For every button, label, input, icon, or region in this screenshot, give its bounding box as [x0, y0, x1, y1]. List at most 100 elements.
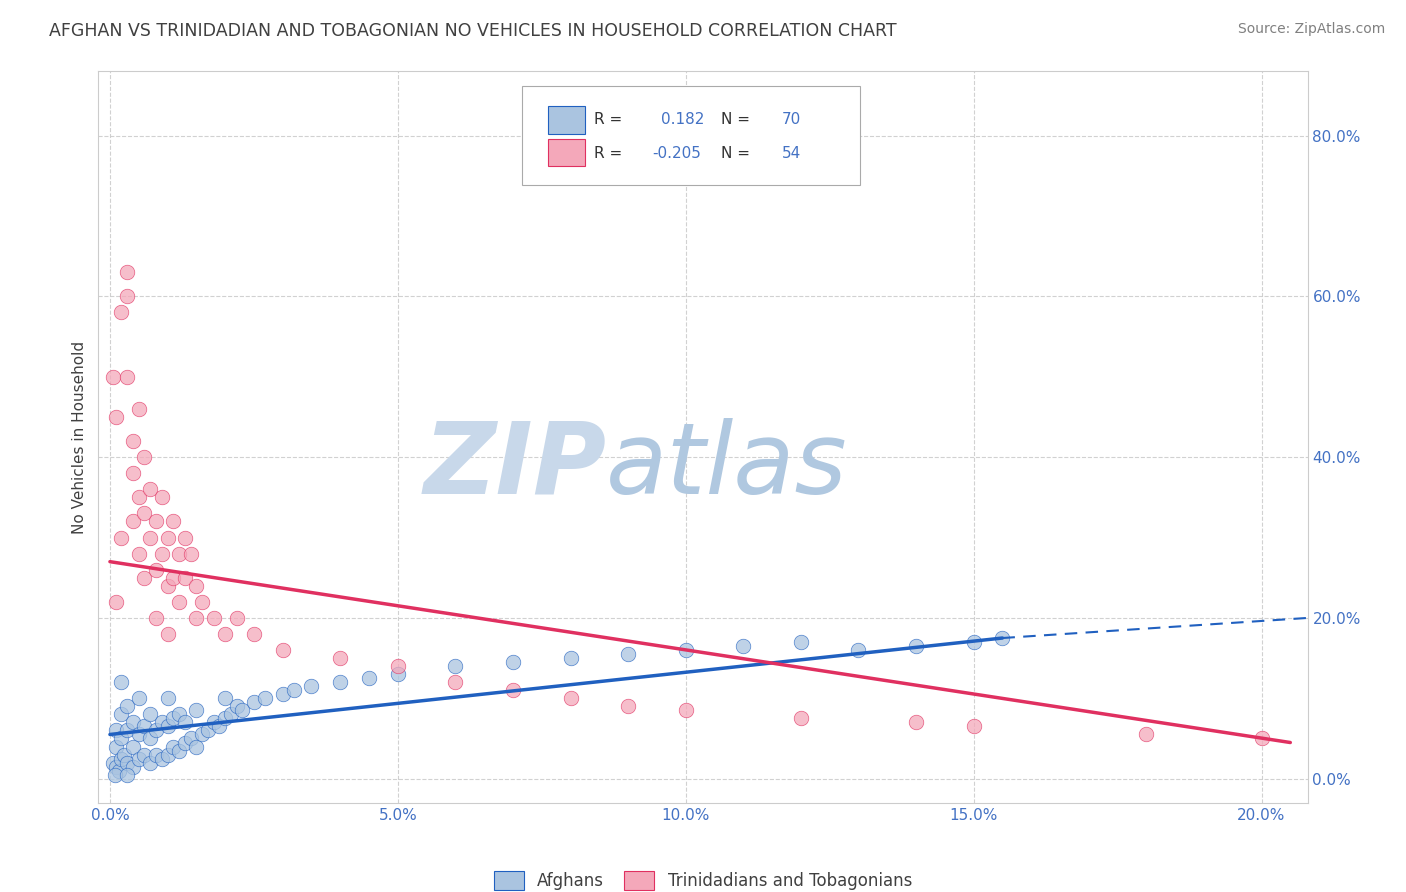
Text: 0.182: 0.182	[661, 112, 704, 128]
Point	[110, 305, 132, 319]
Point	[134, 747, 156, 762]
Point	[231, 703, 253, 717]
Point	[139, 483, 162, 497]
Point	[134, 507, 156, 521]
Text: N =: N =	[721, 145, 751, 161]
Point	[128, 491, 150, 505]
Point	[991, 631, 1014, 645]
Point	[675, 643, 697, 657]
Point	[104, 723, 127, 738]
Point	[162, 571, 184, 585]
Point	[139, 756, 162, 770]
Point	[905, 639, 928, 653]
Point	[122, 759, 145, 773]
Point	[301, 679, 323, 693]
Point	[145, 563, 167, 577]
Point	[180, 731, 202, 746]
Point	[202, 611, 225, 625]
Point	[560, 651, 582, 665]
Point	[104, 409, 127, 424]
Point	[156, 531, 179, 545]
Point	[191, 595, 214, 609]
Point	[617, 699, 640, 714]
Point	[150, 491, 173, 505]
Point	[122, 739, 145, 754]
Point	[110, 675, 132, 690]
Point	[1250, 731, 1272, 746]
Point	[150, 547, 173, 561]
Point	[219, 707, 242, 722]
Y-axis label: No Vehicles in Household: No Vehicles in Household	[72, 341, 87, 533]
Point	[675, 703, 697, 717]
Point	[122, 467, 145, 481]
Point	[156, 747, 179, 762]
Point	[103, 767, 125, 781]
Point	[444, 675, 467, 690]
Point	[145, 515, 167, 529]
Point	[387, 659, 409, 673]
Point	[104, 595, 127, 609]
FancyBboxPatch shape	[522, 86, 860, 185]
Point	[225, 611, 247, 625]
Point	[128, 547, 150, 561]
Point	[110, 751, 132, 765]
Point	[905, 715, 928, 730]
Point	[173, 735, 195, 749]
Point	[112, 747, 135, 762]
FancyBboxPatch shape	[548, 106, 585, 134]
Point	[202, 715, 225, 730]
Point	[107, 764, 129, 778]
Text: AFGHAN VS TRINIDADIAN AND TOBAGONIAN NO VEHICLES IN HOUSEHOLD CORRELATION CHART: AFGHAN VS TRINIDADIAN AND TOBAGONIAN NO …	[49, 22, 897, 40]
Point	[156, 579, 179, 593]
Point	[962, 635, 984, 649]
Point	[134, 450, 156, 465]
Text: ZIP: ZIP	[423, 417, 606, 515]
Point	[214, 711, 236, 725]
Point	[134, 719, 156, 733]
Point	[115, 767, 138, 781]
Point	[115, 289, 138, 303]
Point	[115, 265, 138, 279]
Point	[128, 751, 150, 765]
Point	[173, 531, 195, 545]
Point	[186, 579, 208, 593]
Point	[145, 723, 167, 738]
Point	[243, 627, 266, 641]
Point	[560, 691, 582, 706]
Text: Source: ZipAtlas.com: Source: ZipAtlas.com	[1237, 22, 1385, 37]
Point	[145, 747, 167, 762]
Point	[101, 369, 124, 384]
Text: 70: 70	[782, 112, 801, 128]
Point	[122, 434, 145, 449]
Point	[186, 611, 208, 625]
Point	[139, 731, 162, 746]
Point	[122, 715, 145, 730]
Point	[101, 756, 124, 770]
Point	[167, 595, 190, 609]
Point	[271, 643, 294, 657]
Point	[387, 667, 409, 681]
Point	[186, 739, 208, 754]
Text: R =: R =	[595, 145, 623, 161]
Point	[139, 531, 162, 545]
Point	[197, 723, 219, 738]
Point	[214, 627, 236, 641]
Point	[167, 743, 190, 757]
Point	[122, 515, 145, 529]
Point	[444, 659, 467, 673]
Point	[145, 611, 167, 625]
Point	[329, 651, 352, 665]
Text: R =: R =	[595, 112, 623, 128]
Point	[254, 691, 277, 706]
Text: -0.205: -0.205	[652, 145, 702, 161]
Point	[115, 723, 138, 738]
Point	[617, 647, 640, 661]
Point	[150, 715, 173, 730]
Point	[225, 699, 247, 714]
Point	[162, 711, 184, 725]
Point	[848, 643, 870, 657]
Point	[104, 759, 127, 773]
Point	[156, 627, 179, 641]
Point	[243, 695, 266, 709]
Point	[162, 515, 184, 529]
